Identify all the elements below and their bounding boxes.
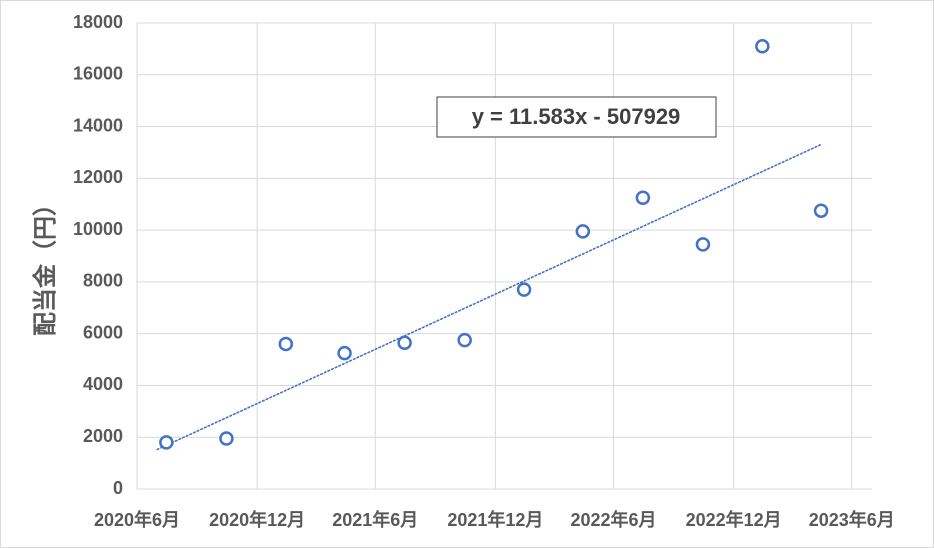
y-tick-label: 10000 xyxy=(73,219,123,239)
trendline-layer xyxy=(156,143,822,451)
x-tick-label: 2023年6月 xyxy=(809,509,895,530)
y-axis-title: 配当金（円） xyxy=(31,192,59,336)
x-tick-label: 2022年6月 xyxy=(570,509,656,530)
y-tick-label: 0 xyxy=(113,478,123,498)
x-tick-label: 2021年6月 xyxy=(332,509,418,530)
trendline xyxy=(156,143,822,451)
data-point xyxy=(695,237,711,252)
y-tick-label: 8000 xyxy=(83,271,123,291)
grid-lines xyxy=(136,22,872,490)
y-tick-label: 12000 xyxy=(73,167,123,187)
trendline-equation: y = 11.583x - 507929 xyxy=(472,104,681,129)
y-tick-label: 16000 xyxy=(73,64,123,84)
data-points xyxy=(159,39,829,450)
y-tick-label: 6000 xyxy=(83,322,123,342)
data-point xyxy=(219,431,234,446)
data-point xyxy=(516,282,532,297)
data-point xyxy=(755,39,770,54)
x-tick-label: 2020年6月 xyxy=(94,509,180,530)
data-point xyxy=(575,224,591,239)
x-tick-label: 2022年12月 xyxy=(686,509,782,530)
x-axis-ticks: 2020年6月 2020年12月 2021年6月 2021年12月 2022年6月 202… xyxy=(94,509,895,530)
x-tick-label: 2021年12月 xyxy=(447,509,543,530)
data-point xyxy=(397,335,412,350)
data-point xyxy=(337,345,352,361)
y-tick-label: 2000 xyxy=(83,426,123,446)
y-tick-label: 14000 xyxy=(73,115,123,135)
data-point xyxy=(159,435,174,450)
trendline-equation-box: y = 11.583x - 507929 xyxy=(436,96,717,138)
y-axis-ticks: 0 2000 4000 6000 8000 10000 12000 14000 16000 180… xyxy=(73,12,123,498)
y-tick-label: 4000 xyxy=(83,374,123,394)
data-point xyxy=(457,332,472,348)
x-tick-label: 2020年12月 xyxy=(209,509,305,530)
y-tick-label: 18000 xyxy=(73,12,123,32)
data-point xyxy=(278,336,294,352)
data-point xyxy=(635,190,651,205)
data-point xyxy=(813,203,829,218)
